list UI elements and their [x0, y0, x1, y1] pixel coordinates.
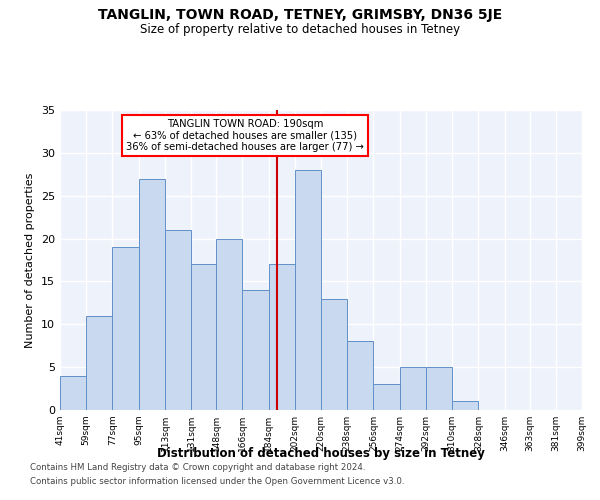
Text: TANGLIN TOWN ROAD: 190sqm
← 63% of detached houses are smaller (135)
36% of semi: TANGLIN TOWN ROAD: 190sqm ← 63% of detac… [127, 119, 364, 152]
Bar [321, 298, 347, 410]
Bar [373, 384, 400, 410]
Y-axis label: Number of detached properties: Number of detached properties [25, 172, 35, 348]
Bar [347, 342, 373, 410]
Bar [269, 264, 295, 410]
Bar [242, 290, 269, 410]
Bar [295, 170, 321, 410]
Bar [86, 316, 112, 410]
Bar [112, 247, 139, 410]
Bar [400, 367, 426, 410]
Bar [426, 367, 452, 410]
Text: Contains public sector information licensed under the Open Government Licence v3: Contains public sector information licen… [30, 477, 404, 486]
Text: Contains HM Land Registry data © Crown copyright and database right 2024.: Contains HM Land Registry data © Crown c… [30, 464, 365, 472]
Bar [165, 230, 191, 410]
Bar [191, 264, 216, 410]
Text: Distribution of detached houses by size in Tetney: Distribution of detached houses by size … [157, 448, 485, 460]
Bar [216, 238, 242, 410]
Text: Size of property relative to detached houses in Tetney: Size of property relative to detached ho… [140, 22, 460, 36]
Text: TANGLIN, TOWN ROAD, TETNEY, GRIMSBY, DN36 5JE: TANGLIN, TOWN ROAD, TETNEY, GRIMSBY, DN3… [98, 8, 502, 22]
Bar [60, 376, 86, 410]
Bar [452, 402, 478, 410]
Bar [139, 178, 165, 410]
